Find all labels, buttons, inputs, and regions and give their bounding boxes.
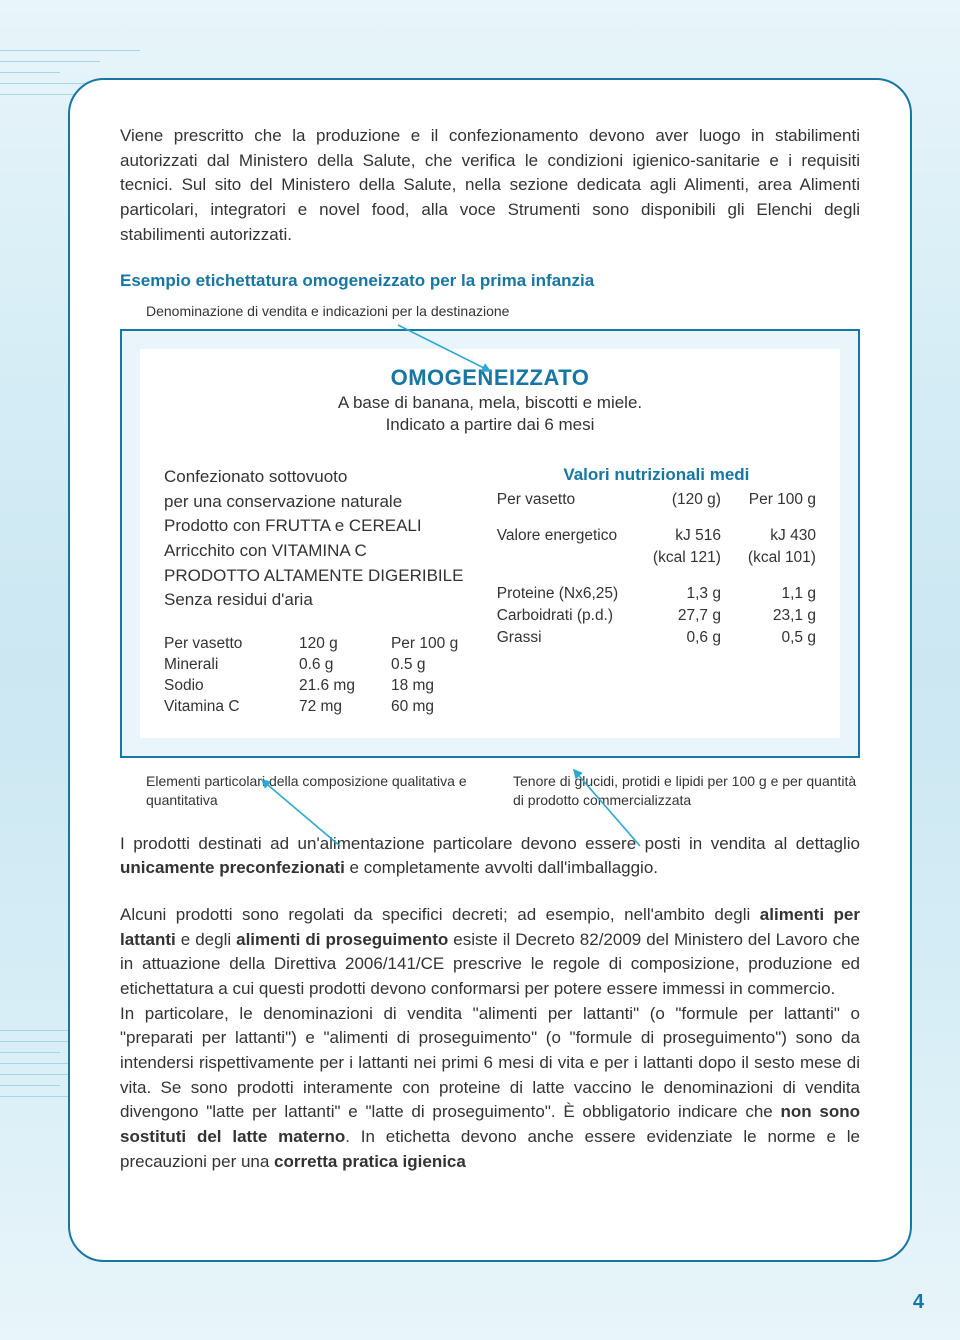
nutrition-energy-kj: Valore energetico kJ 516 kJ 430 xyxy=(497,527,816,545)
label-left-line: Arricchito con VITAMINA C xyxy=(164,539,471,564)
label-left-line: PRODOTTO ALTAMENTE DIGERIBILE xyxy=(164,564,471,589)
label-left-column: Confezionato sottovuoto per una conserva… xyxy=(164,465,471,716)
mini-table-row: Sodio 21.6 mg 18 mg xyxy=(164,677,471,695)
label-left-description: Confezionato sottovuoto per una conserva… xyxy=(164,465,471,613)
caption-bottom-right: Tenore di glucidi, protidi e lipidi per … xyxy=(513,772,860,810)
label-box: OMOGENEIZZATO A base di banana, mela, bi… xyxy=(120,329,860,758)
intro-paragraph: Viene prescritto che la produzione e il … xyxy=(120,124,860,247)
nutrition-title: Valori nutrizionali medi xyxy=(497,465,816,485)
label-left-line: per una conservazione naturale xyxy=(164,490,471,515)
mini-table: Per vasetto 120 g Per 100 g Minerali 0.6… xyxy=(164,635,471,716)
label-title: OMOGENEIZZATO xyxy=(164,365,816,391)
label-sub2: Indicato a partire dai 6 mesi xyxy=(164,415,816,435)
label-sub1: A base di banana, mela, biscotti e miele… xyxy=(164,393,816,413)
paragraph-3b: In particolare, le denominazioni di vend… xyxy=(120,1002,860,1174)
paragraph-3a: Alcuni prodotti sono regolati da specifi… xyxy=(120,903,860,1002)
footer-captions: Elementi particolari della composizione … xyxy=(120,772,860,810)
page-frame: Viene prescritto che la produzione e il … xyxy=(68,78,912,1262)
section-title: Esempio etichettatura omogeneizzato per … xyxy=(120,271,860,291)
label-left-line: Prodotto con FRUTTA e CEREALI xyxy=(164,514,471,539)
mini-table-row: Vitamina C 72 mg 60 mg xyxy=(164,698,471,716)
nutrition-row: Grassi 0,6 g 0,5 g xyxy=(497,629,816,647)
nutrition-row: Carboidrati (p.d.) 27,7 g 23,1 g xyxy=(497,607,816,625)
nutrition-energy-kcal: (kcal 121) (kcal 101) xyxy=(497,549,816,567)
label-left-line: Senza residui d'aria xyxy=(164,588,471,613)
label-example-wrap: OMOGENEIZZATO A base di banana, mela, bi… xyxy=(120,329,860,810)
caption-top: Denominazione di vendita e indicazioni p… xyxy=(146,303,860,319)
nutrition-row: Proteine (Nx6,25) 1,3 g 1,1 g xyxy=(497,585,816,603)
nutrition-header: Per vasetto (120 g) Per 100 g xyxy=(497,491,816,509)
caption-bottom-left: Elementi particolari della composizione … xyxy=(146,772,493,810)
label-box-inner: OMOGENEIZZATO A base di banana, mela, bi… xyxy=(140,349,840,738)
page-number: 4 xyxy=(913,1291,924,1314)
label-left-line: Confezionato sottovuoto xyxy=(164,465,471,490)
paragraph-2: I prodotti destinati ad un'alimentazione… xyxy=(120,832,860,881)
mini-table-header: Per vasetto 120 g Per 100 g xyxy=(164,635,471,653)
label-right-column: Valori nutrizionali medi Per vasetto (12… xyxy=(497,465,816,716)
mini-table-row: Minerali 0.6 g 0.5 g xyxy=(164,656,471,674)
